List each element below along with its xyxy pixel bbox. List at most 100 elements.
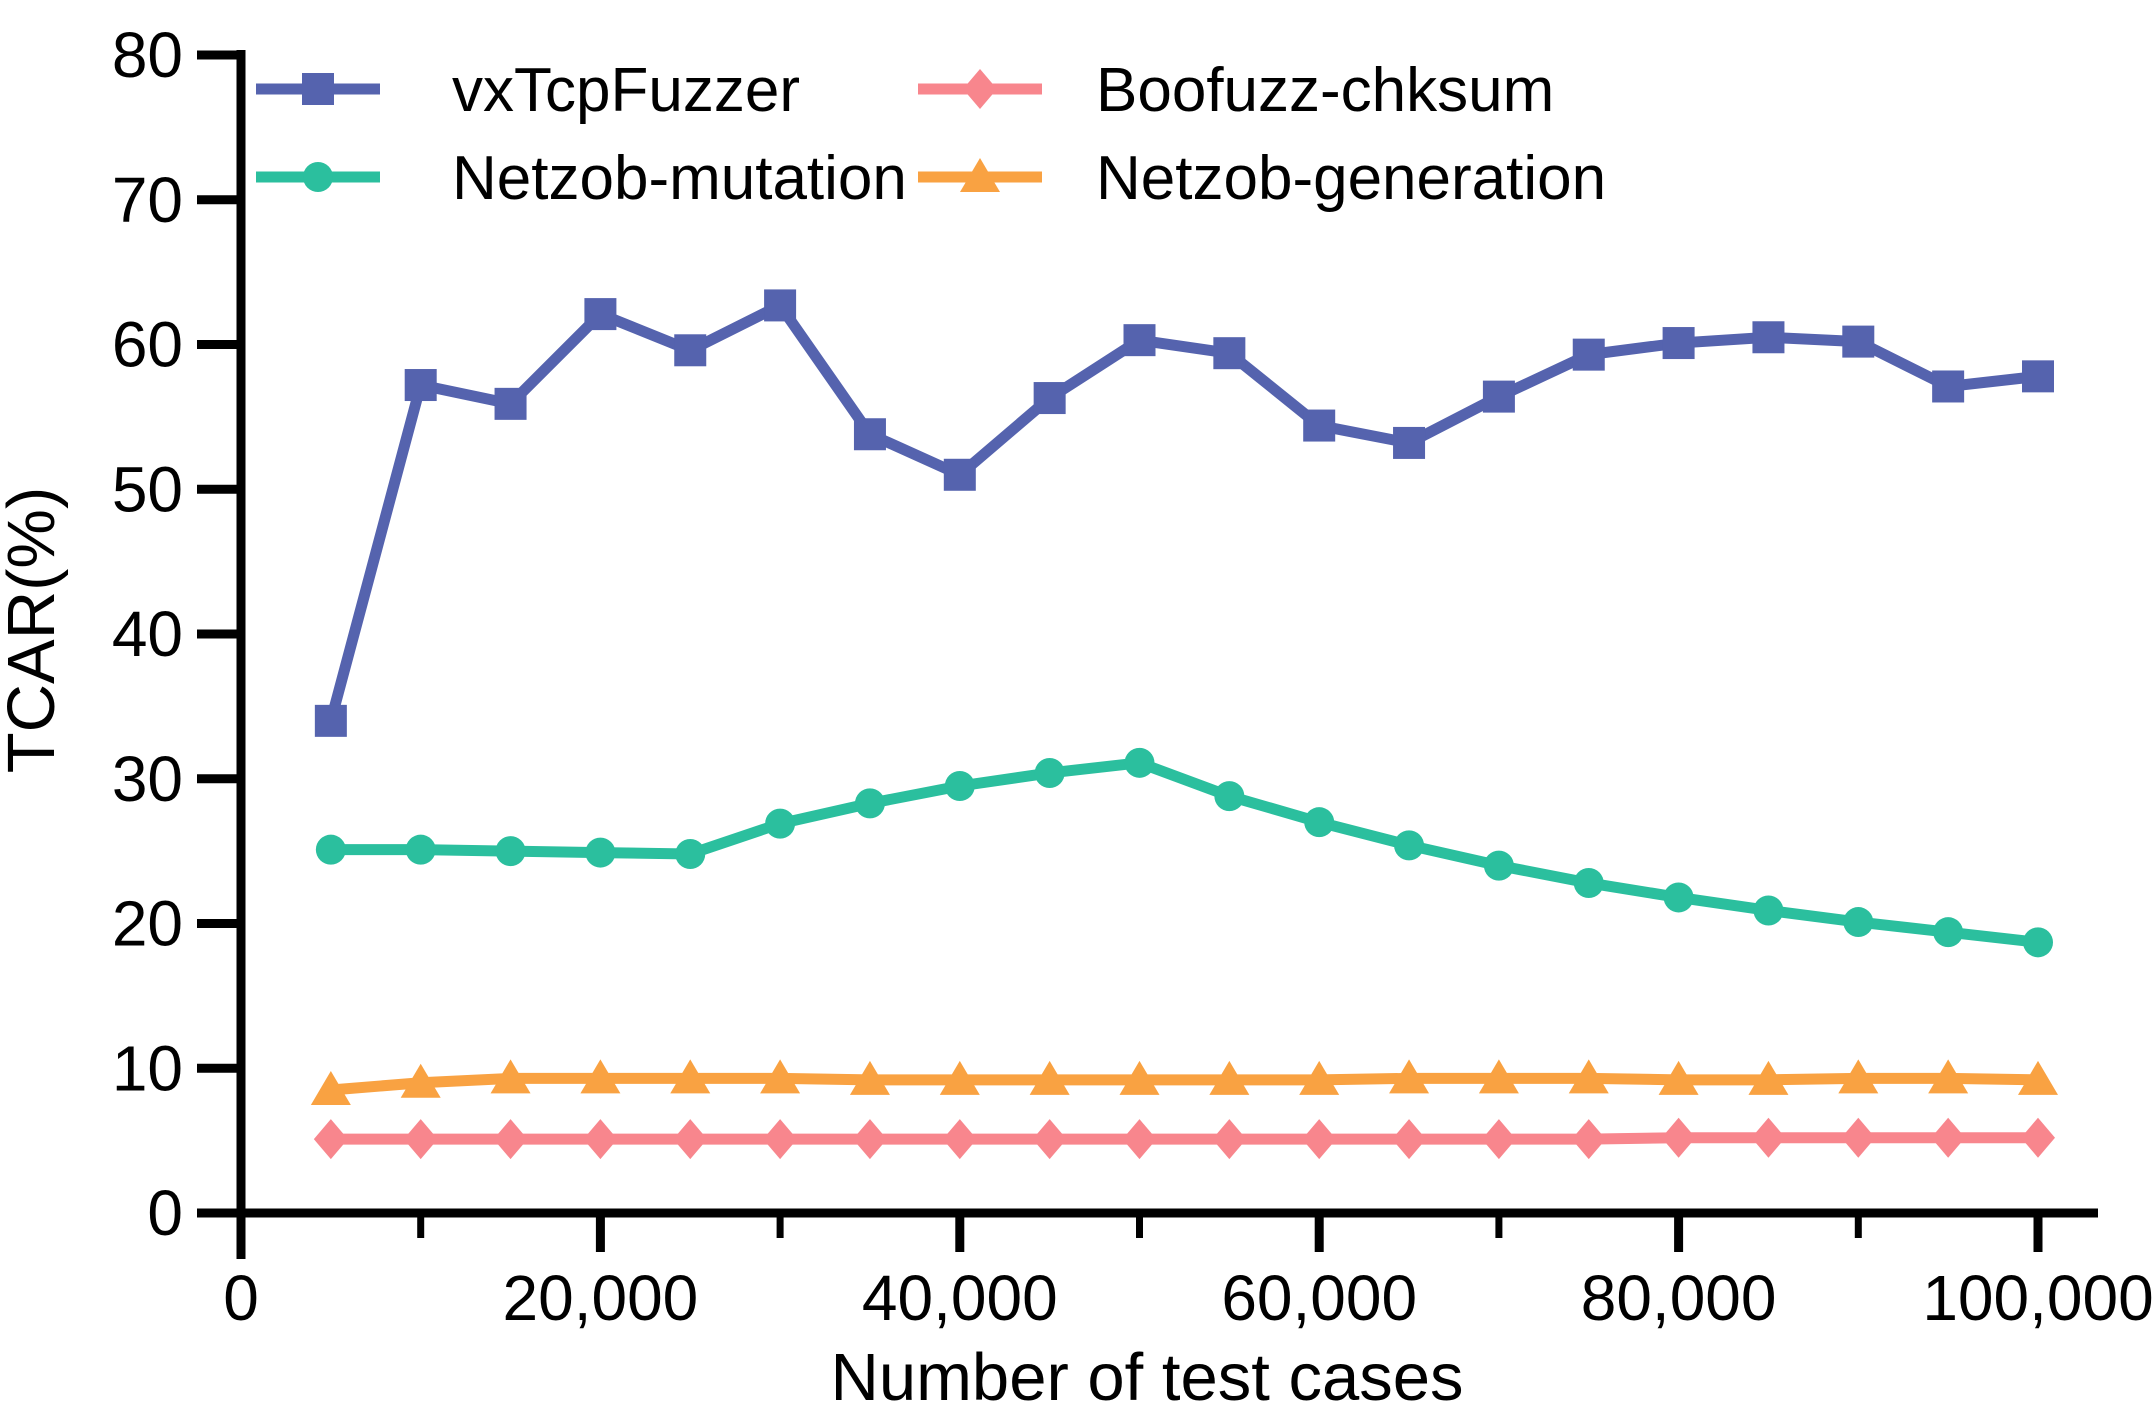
data-point-Boofuzz-chksum: [1751, 1117, 1786, 1158]
data-point-vxTcpFuzzer: [853, 418, 886, 451]
data-point-vxTcpFuzzer: [1662, 327, 1695, 360]
y-tick-label: 70: [112, 164, 183, 236]
data-point-Netzob-generation: [760, 1059, 801, 1094]
data-point-Netzob-mutation: [315, 834, 346, 865]
data-point-Netzob-mutation: [944, 770, 975, 801]
data-point-Netzob-generation: [400, 1063, 441, 1098]
data-point-Netzob-generation: [1478, 1059, 1519, 1094]
data-point-vxTcpFuzzer: [584, 298, 617, 331]
data-point-Boofuzz-chksum: [763, 1119, 798, 1160]
data-point-Netzob-mutation: [1933, 917, 1964, 948]
data-point-vxTcpFuzzer: [1213, 337, 1246, 370]
data-point-Netzob-generation: [1568, 1059, 1609, 1094]
data-point-Netzob-mutation: [1124, 747, 1155, 778]
y-tick-label: 30: [112, 743, 183, 815]
data-point-Netzob-mutation: [1304, 807, 1335, 838]
data-point-Boofuzz-chksum: [2021, 1117, 2055, 1158]
data-point-Boofuzz-chksum: [1931, 1117, 1966, 1158]
data-point-Boofuzz-chksum: [1661, 1117, 1696, 1158]
data-point-Netzob-generation: [939, 1060, 980, 1095]
data-point-Netzob-generation: [1119, 1060, 1160, 1095]
data-point-Boofuzz-chksum: [493, 1119, 528, 1160]
y-tick-label: 10: [112, 1032, 183, 1104]
data-point-Boofuzz-chksum: [1841, 1117, 1876, 1158]
data-point-Netzob-mutation: [1753, 895, 1784, 926]
data-point-Netzob-generation: [1029, 1060, 1070, 1095]
y-tick-label: 60: [112, 309, 183, 381]
data-point-Netzob-generation: [1658, 1060, 1699, 1095]
data-point-vxTcpFuzzer: [1123, 324, 1156, 357]
data-point-Netzob-generation: [1209, 1060, 1250, 1095]
x-tick-label: 80,000: [1581, 1262, 1777, 1334]
data-point-vxTcpFuzzer: [1932, 370, 1965, 403]
data-point-vxTcpFuzzer: [314, 704, 347, 737]
y-tick-label: 20: [112, 888, 183, 960]
series-line-Netzob-generation: [330, 1072, 2039, 1096]
data-point-vxTcpFuzzer: [764, 289, 797, 322]
legend-marker-Boofuzz-chksum: [963, 69, 997, 109]
data-point-Boofuzz-chksum: [942, 1119, 977, 1160]
data-point-Netzob-mutation: [495, 836, 526, 867]
legend-marker-Netzob-mutation: [303, 162, 333, 192]
data-point-Netzob-mutation: [1663, 882, 1694, 913]
data-point-Netzob-mutation: [1394, 830, 1425, 861]
x-tick-label: 20,000: [503, 1262, 699, 1334]
data-point-Netzob-mutation: [854, 788, 885, 819]
data-point-Boofuzz-chksum: [1212, 1119, 1247, 1160]
data-point-Netzob-generation: [2018, 1060, 2058, 1095]
y-axis-title: TCAR(%): [0, 487, 69, 774]
data-point-vxTcpFuzzer: [1393, 426, 1426, 459]
data-point-vxTcpFuzzer: [1752, 321, 1785, 354]
data-point-Netzob-generation: [670, 1059, 711, 1094]
data-point-Netzob-mutation: [585, 837, 616, 868]
data-point-Netzob-generation: [849, 1060, 890, 1095]
data-point-Boofuzz-chksum: [1481, 1119, 1516, 1160]
data-point-Boofuzz-chksum: [1032, 1119, 1067, 1160]
data-point-vxTcpFuzzer: [494, 387, 527, 420]
data-point-Netzob-generation: [580, 1059, 621, 1094]
legend-label-Netzob-generation: Netzob-generation: [1096, 144, 1606, 213]
data-point-vxTcpFuzzer: [1033, 382, 1066, 415]
data-point-Netzob-generation: [1928, 1059, 1969, 1094]
data-point-vxTcpFuzzer: [943, 458, 976, 491]
x-tick-label: 100,000: [1922, 1262, 2152, 1334]
data-point-Netzob-mutation: [1214, 781, 1245, 812]
data-point-vxTcpFuzzer: [1303, 409, 1336, 442]
data-point-Boofuzz-chksum: [403, 1119, 438, 1160]
data-point-vxTcpFuzzer: [2022, 360, 2054, 393]
plot-area: 0 10 20 30 40 50 60 70 80 0 20,000 40,000 60,000 80,0…: [112, 19, 2152, 1334]
data-point-Boofuzz-chksum: [583, 1119, 618, 1160]
data-point-Boofuzz-chksum: [673, 1119, 708, 1160]
y-tick-label: 50: [112, 453, 183, 525]
data-point-Netzob-generation: [1748, 1060, 1789, 1095]
data-point-Netzob-mutation: [1573, 867, 1604, 898]
data-point-Boofuzz-chksum: [1571, 1119, 1606, 1160]
legend-label-Boofuzz-chksum: Boofuzz-chksum: [1096, 56, 1554, 125]
data-point-Netzob-mutation: [1034, 757, 1065, 788]
legend-label-Netzob-mutation: Netzob-mutation: [452, 144, 907, 213]
data-point-Netzob-mutation: [675, 839, 706, 870]
data-point-Netzob-generation: [1299, 1060, 1340, 1095]
data-point-vxTcpFuzzer: [1572, 338, 1605, 371]
y-tick-label: 0: [147, 1177, 183, 1249]
x-tick-label: 60,000: [1221, 1262, 1417, 1334]
data-point-Boofuzz-chksum: [852, 1119, 887, 1160]
data-point-Netzob-mutation: [405, 834, 436, 865]
legend-marker-Netzob-generation: [960, 158, 1000, 192]
data-point-Netzob-mutation: [1843, 907, 1874, 938]
x-tick-label: 40,000: [862, 1262, 1058, 1334]
legend-label-vxTcpFuzzer: vxTcpFuzzer: [452, 56, 800, 125]
y-tick-label: 80: [112, 19, 183, 91]
data-point-Netzob-mutation: [1483, 850, 1514, 881]
data-point-Boofuzz-chksum: [1122, 1119, 1157, 1160]
data-point-Boofuzz-chksum: [1392, 1119, 1427, 1160]
x-axis-title: Number of test cases: [830, 1340, 1463, 1415]
data-point-Boofuzz-chksum: [313, 1119, 348, 1160]
data-point-vxTcpFuzzer: [404, 369, 437, 402]
data-point-Netzob-generation: [490, 1059, 531, 1094]
data-point-vxTcpFuzzer: [674, 334, 707, 367]
data-point-Boofuzz-chksum: [1302, 1119, 1337, 1160]
data-point-vxTcpFuzzer: [1842, 325, 1875, 358]
